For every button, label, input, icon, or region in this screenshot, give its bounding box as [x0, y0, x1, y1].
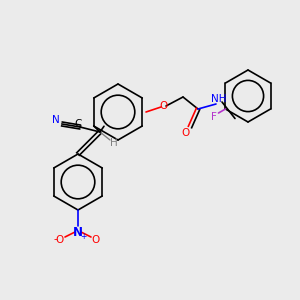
Text: -: - [53, 234, 57, 244]
Text: O: O [56, 235, 64, 245]
Text: N: N [52, 115, 60, 125]
Text: O: O [181, 128, 189, 138]
Text: C: C [74, 119, 82, 129]
Text: NH: NH [211, 94, 227, 104]
Text: F: F [211, 112, 216, 122]
Text: O: O [92, 235, 100, 245]
Text: O: O [159, 101, 167, 111]
Text: N: N [73, 226, 83, 238]
Text: +: + [80, 232, 86, 241]
Text: H: H [110, 138, 118, 148]
